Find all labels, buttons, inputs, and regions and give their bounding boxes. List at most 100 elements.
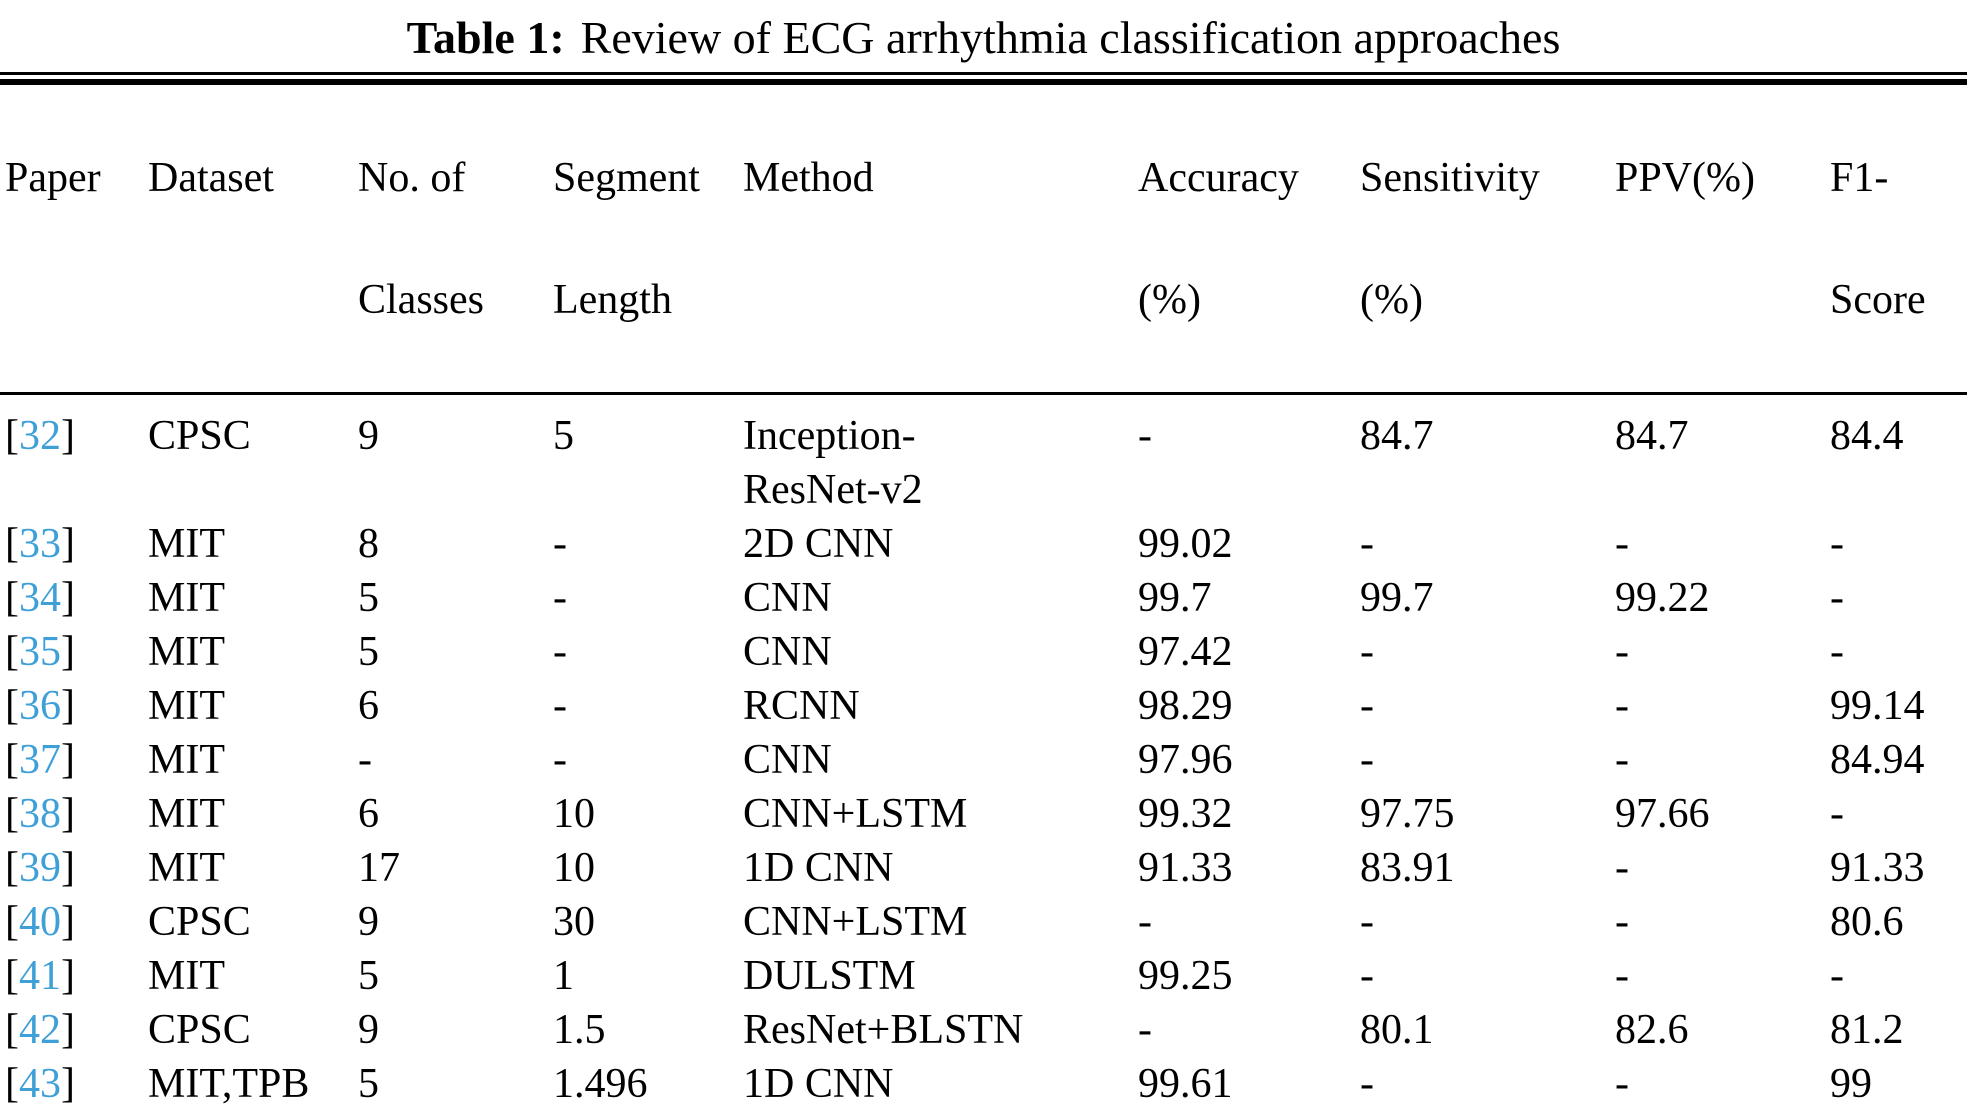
citation-link[interactable]: 35 — [19, 629, 61, 675]
table-row: [36] MIT 6- RCNN 98.29- -99.14 — [0, 679, 1967, 733]
cell-sensitivity: - — [1360, 629, 1374, 675]
cell-method: Inception- ResNet-v2 — [743, 413, 923, 513]
bracket-open: [ — [5, 521, 19, 567]
bracket-open: [ — [5, 629, 19, 675]
header-classes-line1: No. of — [358, 155, 466, 201]
header-method: Method — [743, 85, 1138, 392]
cell-f1: - — [1830, 629, 1844, 675]
bracket-close: ] — [61, 575, 75, 621]
citation-link[interactable]: 37 — [19, 737, 61, 783]
cell-ppv: - — [1615, 629, 1629, 675]
table-header: Paper Dataset No. of Classes Segment Len… — [0, 85, 1967, 392]
cell-segment: 10 — [553, 845, 595, 891]
citation-link[interactable]: 40 — [19, 899, 61, 945]
cell-f1: 80.6 — [1830, 899, 1904, 945]
cell-classes: 9 — [358, 1007, 379, 1053]
cell-segment: - — [553, 737, 567, 783]
cell-accuracy: 98.29 — [1138, 683, 1233, 729]
cell-accuracy: 99.02 — [1138, 521, 1233, 567]
bracket-open: [ — [5, 575, 19, 621]
citation-link[interactable]: 34 — [19, 575, 61, 621]
table-row: [42] CPSC 9 1.5 ResNet+BLSTN -80.1 82.6 81.2 — [0, 1003, 1967, 1057]
citation-link[interactable]: 36 — [19, 683, 61, 729]
cell-segment: - — [553, 683, 567, 729]
cell-method: 1D CNN — [743, 845, 894, 891]
citation-link[interactable]: 32 — [19, 413, 61, 459]
cell-accuracy: 99.61 — [1138, 1061, 1233, 1107]
citation-link[interactable]: 38 — [19, 791, 61, 837]
citation-link[interactable]: 42 — [19, 1007, 61, 1053]
bracket-open: [ — [5, 845, 19, 891]
cell-accuracy: - — [1138, 413, 1152, 459]
cell-sensitivity: - — [1360, 899, 1374, 945]
cell-accuracy: 97.96 — [1138, 737, 1233, 783]
cell-dataset: MIT — [148, 521, 225, 567]
cell-method: 2D CNN — [743, 521, 894, 567]
cell-method: 1D CNN — [743, 1061, 894, 1107]
cell-f1: - — [1830, 575, 1844, 621]
bracket-close: ] — [61, 521, 75, 567]
citation-link[interactable]: 33 — [19, 521, 61, 567]
cell-accuracy: 91.33 — [1138, 845, 1233, 891]
table-caption-text: Review of ECG arrhythmia classification … — [580, 12, 1561, 63]
cell-method: DULSTM — [743, 953, 916, 999]
table-body: [32] CPSC 9 5 Inception- ResNet-v2-84.7 84.7 8… — [0, 395, 1967, 1112]
cell-paper: [41] — [0, 949, 148, 1003]
cell-classes: 9 — [358, 899, 379, 945]
cell-method: CNN — [743, 629, 832, 675]
cell-paper: [36] — [0, 679, 148, 733]
cell-segment: 1.496 — [553, 1061, 648, 1107]
cell-f1: - — [1830, 521, 1844, 567]
bracket-open: [ — [5, 683, 19, 729]
header-f1-line2: Score — [1830, 277, 1926, 323]
cell-segment: 5 — [553, 413, 574, 459]
bracket-open: [ — [5, 953, 19, 999]
cell-classes: 6 — [358, 683, 379, 729]
cell-sensitivity: - — [1360, 683, 1374, 729]
table-row: [41] MIT 5 1 DULSTM 99.25- - - — [0, 949, 1967, 1003]
citation-link[interactable]: 39 — [19, 845, 61, 891]
bracket-close: ] — [61, 629, 75, 675]
header-dataset-line1: Dataset — [148, 155, 274, 201]
cell-f1: - — [1830, 791, 1844, 837]
cell-sensitivity: 84.7 — [1360, 413, 1434, 459]
cell-sensitivity: - — [1360, 521, 1374, 567]
header-f1: F1- Score — [1830, 85, 1967, 392]
bracket-close: ] — [61, 1061, 75, 1107]
bracket-open: [ — [5, 737, 19, 783]
cell-dataset: CPSC — [148, 1007, 251, 1053]
cell-classes: 9 — [358, 413, 379, 459]
cell-dataset: CPSC — [148, 413, 251, 459]
cell-accuracy: - — [1138, 899, 1152, 945]
citation-link[interactable]: 43 — [19, 1061, 61, 1107]
table-caption: Table 1: Review of ECG arrhythmia classif… — [0, 0, 1967, 72]
cell-accuracy: 99.7 — [1138, 575, 1212, 621]
cell-paper: [43] — [0, 1057, 148, 1111]
header-accuracy: Accuracy (%) — [1138, 85, 1360, 392]
cell-segment: 1 — [553, 953, 574, 999]
header-accuracy-line1: Accuracy — [1138, 155, 1299, 201]
table-row: [38] MIT 6 10 CNN+LSTM 99.32 97.75 97.66- — [0, 787, 1967, 841]
cell-sensitivity: 83.91 — [1360, 845, 1455, 891]
review-table-body: [32] CPSC 9 5 Inception- ResNet-v2-84.7 84.7 8… — [0, 395, 1967, 1112]
cell-accuracy: 99.32 — [1138, 791, 1233, 837]
cell-ppv: - — [1615, 953, 1629, 999]
cell-ppv: - — [1615, 1061, 1629, 1107]
header-segment-line2: Length — [553, 277, 672, 323]
cell-paper: [42] — [0, 1003, 148, 1057]
header-f1-line1: F1- — [1830, 155, 1889, 201]
cell-paper: [39] — [0, 841, 148, 895]
cell-classes: 17 — [358, 845, 400, 891]
bracket-close: ] — [61, 845, 75, 891]
header-sensitivity-line2: (%) — [1360, 277, 1423, 323]
cell-classes: 5 — [358, 575, 379, 621]
header-ppv: PPV(%) — [1615, 85, 1830, 392]
cell-method: CNN+LSTM — [743, 791, 968, 837]
citation-link[interactable]: 41 — [19, 953, 61, 999]
cell-method: CNN — [743, 737, 832, 783]
top-rule-thin — [0, 72, 1967, 75]
bracket-close: ] — [61, 791, 75, 837]
cell-paper: [33] — [0, 517, 148, 571]
cell-sensitivity: - — [1360, 953, 1374, 999]
